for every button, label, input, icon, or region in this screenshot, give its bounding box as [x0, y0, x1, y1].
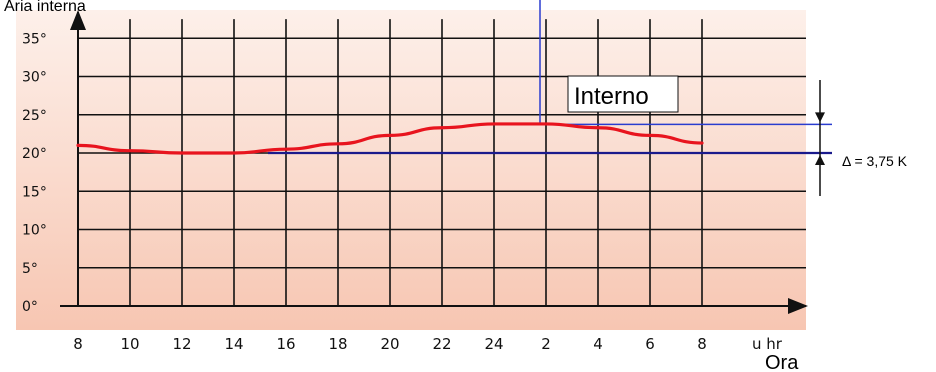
x-tick-label: 10	[120, 335, 139, 353]
y-tick-label: 5°	[22, 261, 38, 277]
delta-annotation: Δ = 3,75 K	[842, 153, 908, 169]
y-tick-label: 20°	[22, 146, 47, 162]
annotation-lines	[268, 0, 832, 196]
x-tick-label: 6	[645, 335, 655, 353]
axes	[60, 10, 808, 314]
series-label-box	[567, 75, 679, 113]
x-tick-label: 8	[73, 335, 83, 353]
y-tick-label: 30°	[22, 70, 47, 86]
x-tick-label: 22	[432, 335, 451, 353]
series-line-interno	[76, 122, 704, 155]
y-tick-labels: 0° 5° 10° 15° 20° 25° 30° 35°	[22, 31, 47, 315]
x-tick-label: 20	[380, 335, 399, 353]
x-axis-label: Ora	[765, 352, 799, 372]
delta-arrow-top	[815, 112, 825, 123]
y-tick-label: 10°	[22, 223, 47, 239]
x-tick-label: 4	[593, 335, 603, 353]
x-tick-label: 16	[276, 335, 295, 353]
series-label-interno: Interno	[574, 83, 649, 110]
y-tick-label: 25°	[22, 108, 47, 124]
x-tick-labels: 8 10 12 14 16 18 20 22 24 2 4 6 8	[73, 335, 707, 353]
x-tick-label: 18	[328, 335, 347, 353]
x-tick-label: 12	[172, 335, 191, 353]
y-tick-label: 0°	[22, 299, 38, 315]
series-group	[76, 122, 704, 155]
x-tick-label: 24	[484, 335, 503, 353]
y-tick-label: 15°	[22, 184, 47, 200]
plot-background	[16, 10, 806, 330]
x-unit-label: u hr	[752, 335, 783, 353]
y-tick-label: 35°	[22, 31, 47, 47]
x-tick-label: 14	[224, 335, 243, 353]
chart-title: Aria interna	[4, 0, 86, 15]
x-tick-label: 2	[541, 335, 551, 353]
delta-arrow-bottom	[815, 155, 825, 165]
x-tick-label: 8	[697, 335, 707, 353]
